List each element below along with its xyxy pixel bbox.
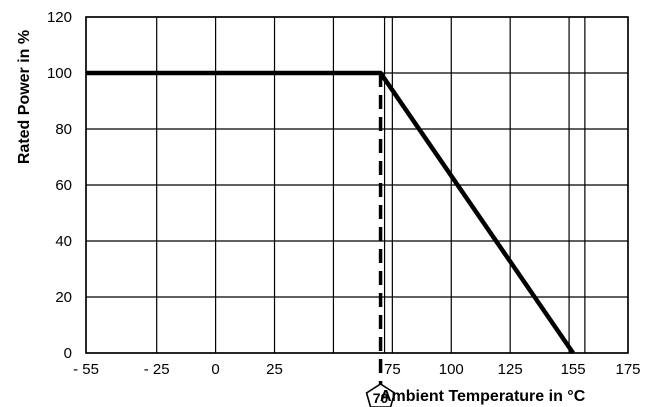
x-tick-labels: - 55 - 25 0 25 75 100 125 155 175: [73, 361, 640, 378]
x-tick-label: 125: [498, 361, 523, 378]
y-tick-label: 40: [55, 233, 72, 250]
x-tick-label: 75: [384, 361, 401, 378]
axes-frame: [85, 16, 629, 354]
y-axis-title: Rated Power in %: [16, 30, 33, 164]
x-tick-label: - 25: [144, 361, 170, 378]
y-tick-label: 0: [64, 345, 72, 362]
x-tick-label: 175: [615, 361, 640, 378]
y-tick-label: 60: [55, 177, 72, 194]
x-tick-label: - 55: [73, 361, 99, 378]
derating-curve: [86, 70, 575, 355]
y-tick-label: 20: [55, 289, 72, 306]
marker-label: 70: [373, 390, 389, 406]
grid-layer: [85, 16, 629, 354]
x-tick-label: 0: [211, 361, 219, 378]
x-tick-label: 155: [561, 361, 586, 378]
x-tick-label: 25: [266, 361, 283, 378]
x-axis-title: Ambient Temperature in °C: [380, 388, 586, 405]
reference-layer: 70: [365, 73, 396, 407]
plot-frame: [85, 16, 629, 354]
y-tick-label: 100: [47, 65, 72, 82]
y-tick-label: 120: [47, 9, 72, 26]
series-layer: [86, 70, 575, 355]
y-tick-labels: 0 20 40 60 80 100 120: [47, 9, 72, 362]
marker-pentagon: [365, 383, 396, 407]
y-tick-label: 80: [55, 121, 72, 138]
x-tick-label: 100: [439, 361, 464, 378]
